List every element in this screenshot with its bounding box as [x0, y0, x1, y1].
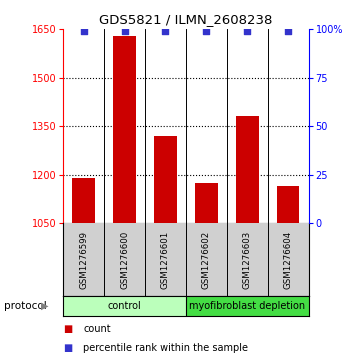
- Text: GSM1276599: GSM1276599: [79, 231, 88, 289]
- Text: count: count: [83, 324, 111, 334]
- Point: [81, 28, 87, 34]
- Point: [162, 28, 168, 34]
- Text: control: control: [108, 301, 142, 311]
- Point: [285, 28, 291, 34]
- Text: ■: ■: [63, 324, 73, 334]
- Text: ▶: ▶: [42, 301, 49, 311]
- Text: GSM1276603: GSM1276603: [243, 231, 252, 289]
- Point: [204, 28, 209, 34]
- Text: myofibroblast depletion: myofibroblast depletion: [189, 301, 305, 311]
- Bar: [113, 36, 136, 223]
- Bar: [72, 178, 95, 223]
- Text: GSM1276602: GSM1276602: [202, 231, 211, 289]
- Text: GSM1276600: GSM1276600: [120, 231, 129, 289]
- Text: GSM1276601: GSM1276601: [161, 231, 170, 289]
- Text: GSM1276604: GSM1276604: [284, 231, 293, 289]
- Text: protocol: protocol: [4, 301, 46, 311]
- Bar: [195, 183, 218, 223]
- Bar: [63, 296, 186, 316]
- Title: GDS5821 / ILMN_2608238: GDS5821 / ILMN_2608238: [99, 13, 273, 26]
- Bar: [186, 296, 309, 316]
- Bar: [154, 136, 177, 223]
- Bar: [277, 186, 299, 223]
- Point: [244, 28, 250, 34]
- Bar: [236, 117, 258, 223]
- Point: [122, 28, 127, 34]
- Text: percentile rank within the sample: percentile rank within the sample: [83, 343, 248, 354]
- Text: ■: ■: [63, 343, 73, 354]
